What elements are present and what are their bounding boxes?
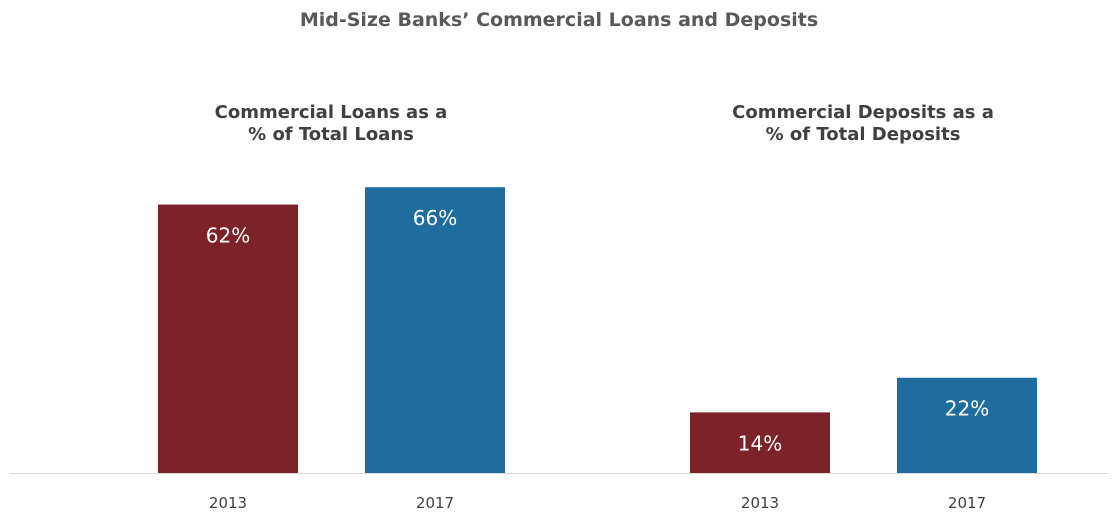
loans-panel-title-line-1: Commercial Loans as a <box>214 102 448 123</box>
deposits-bar-2013 <box>690 412 830 473</box>
deposits-bar-2017 <box>897 377 1037 473</box>
loans-panel-title: Commercial Loans as a % of Total Loans <box>131 102 531 146</box>
deposits-tick-label-2017: 2017 <box>948 494 986 512</box>
loans-panel-title-line-2: % of Total Loans <box>248 124 414 145</box>
loans-value-label-2013: 62% <box>206 224 250 248</box>
loans-value-label-2017: 66% <box>413 206 457 230</box>
chart-title: Mid-Size Banks’ Commercial Loans and Dep… <box>299 9 819 31</box>
deposits-tick-label-2013: 2013 <box>741 494 779 512</box>
loans-tick-label-2017: 2017 <box>416 494 454 512</box>
deposits-value-label-2017: 22% <box>945 397 989 421</box>
deposits-panel-title-line-1: Commercial Deposits as a <box>732 102 994 123</box>
deposits-panel-title: Commercial Deposits as a % of Total Depo… <box>663 102 1063 146</box>
loans-bar-2017 <box>365 187 505 473</box>
loans-tick-label-2013: 2013 <box>209 494 247 512</box>
deposits-value-label-2013: 14% <box>738 431 782 455</box>
loans-bar-2013 <box>158 204 298 474</box>
deposits-panel-title-line-2: % of Total Deposits <box>765 124 961 145</box>
